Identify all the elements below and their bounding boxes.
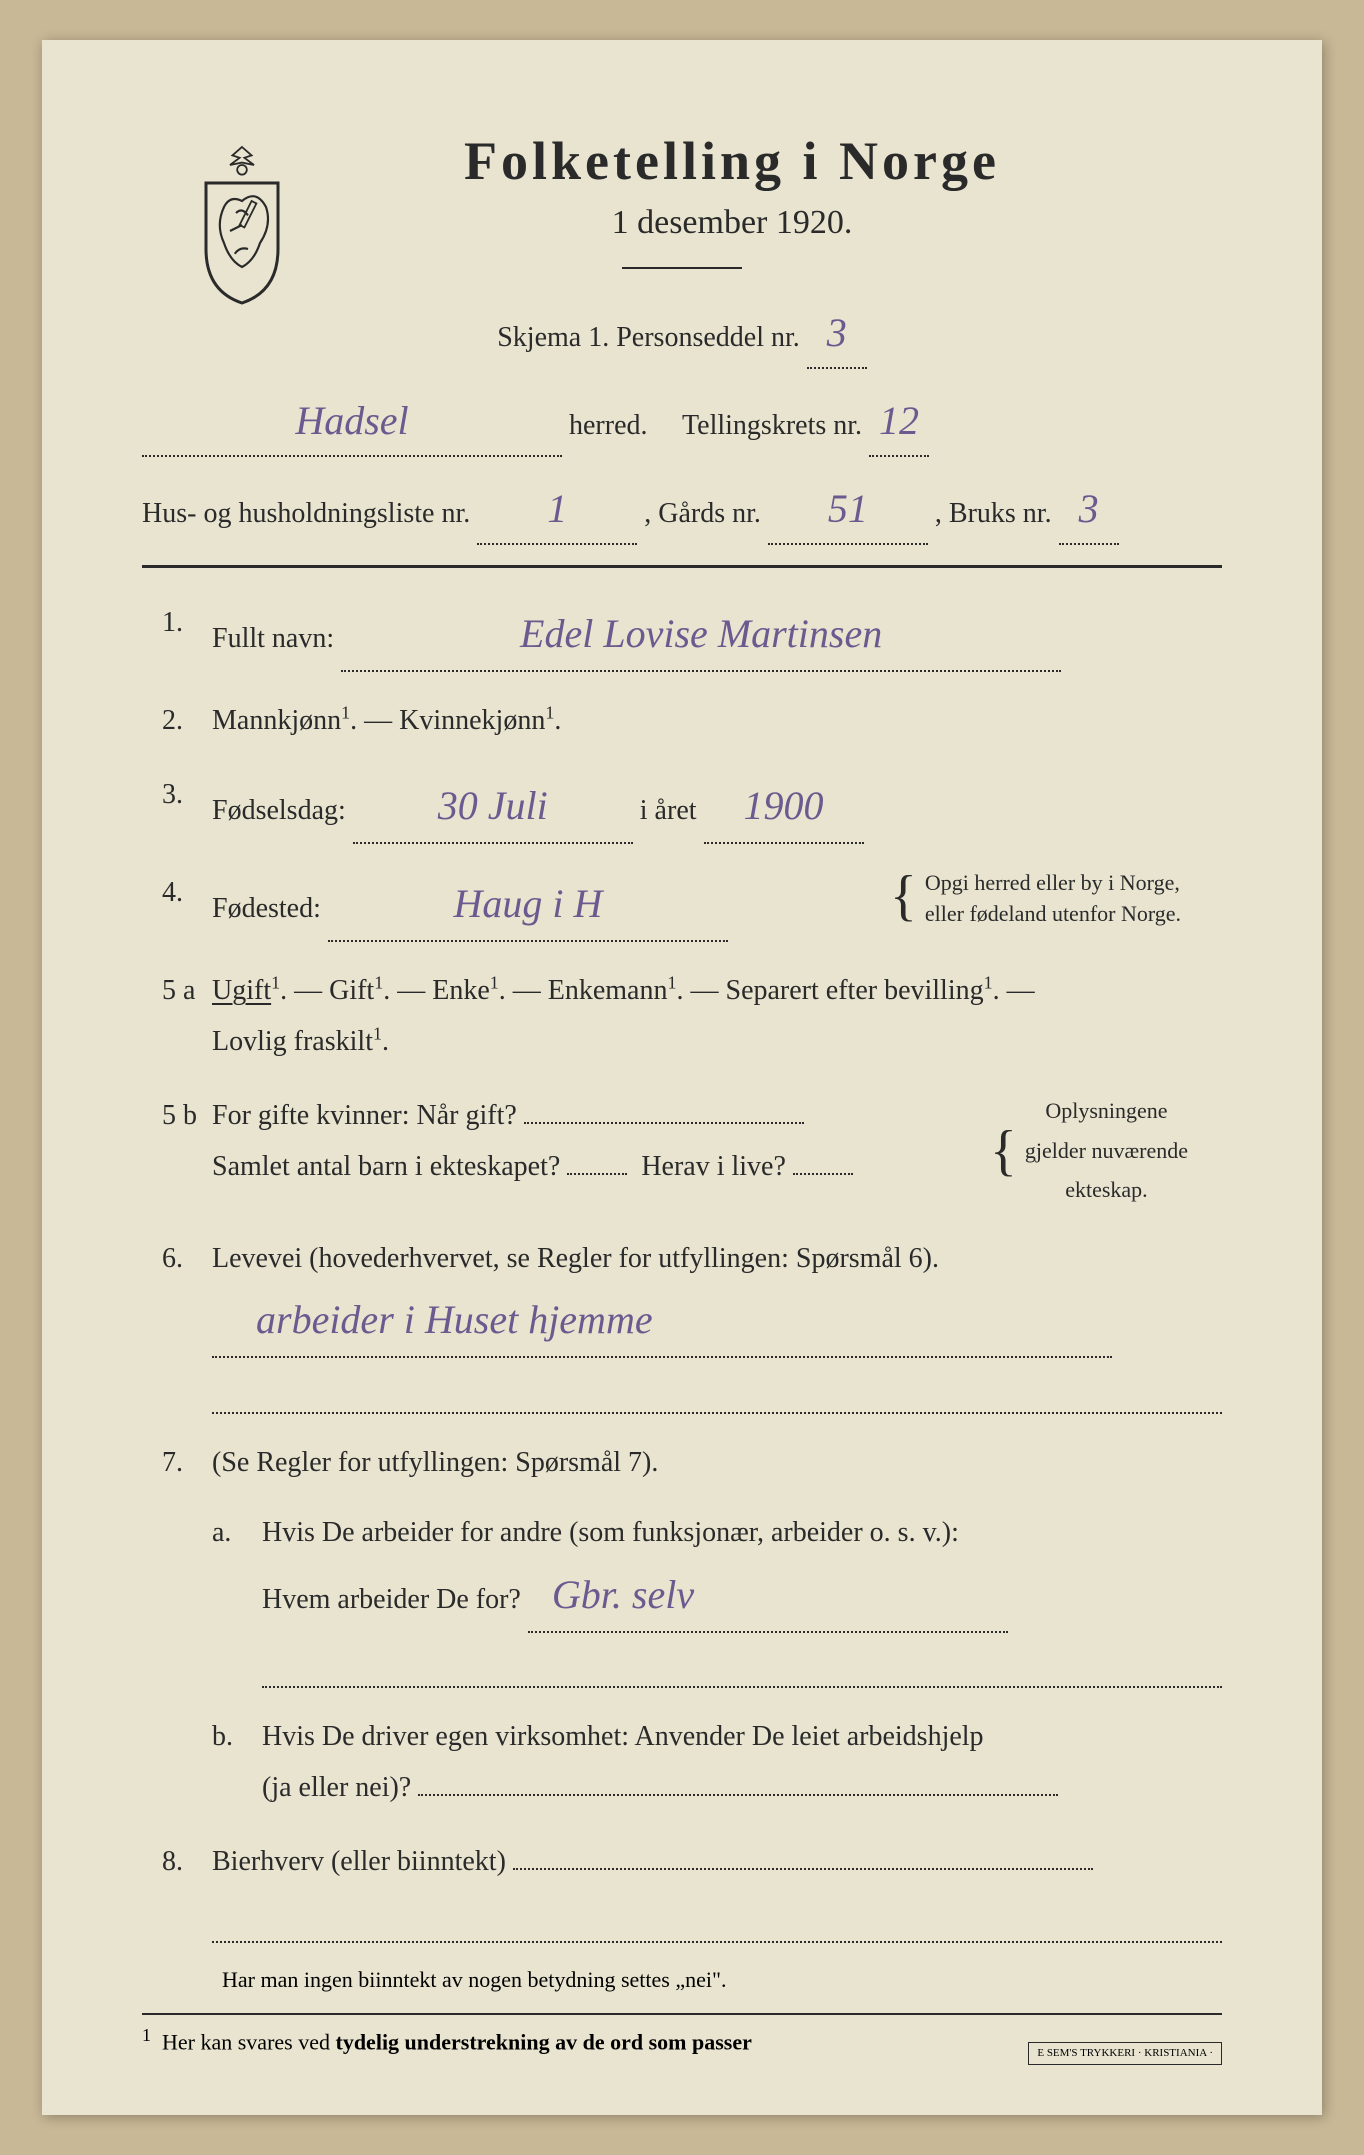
q1-label: Fullt navn: xyxy=(212,623,334,654)
q6-num: 6. xyxy=(142,1234,212,1414)
herred-label: herred. xyxy=(569,410,648,441)
q3-row: 3. Fødselsdag: 30 Juli i året 1900 xyxy=(142,770,1222,844)
q7b-num: b. xyxy=(212,1712,262,1813)
q5b-side3: ekteskap. xyxy=(1025,1170,1188,1210)
q3-label: Fødselsdag: xyxy=(212,795,346,826)
q7a-num: a. xyxy=(212,1508,262,1688)
q4-num: 4. xyxy=(142,868,212,942)
q5a-row: 5 a Ugift1. — Gift1. — Enke1. — Enkemann… xyxy=(142,966,1222,1067)
q4-value: Haug i H xyxy=(449,868,606,940)
tellingskrets-nr: 12 xyxy=(875,387,923,455)
q3-num: 3. xyxy=(142,770,212,844)
section-divider xyxy=(142,565,1222,568)
printer-stamp: E SEM'S TRYKKERI · KRISTIANIA · xyxy=(1028,2042,1222,2065)
skjema-line: Skjema 1. Personseddel nr. 3 xyxy=(142,299,1222,369)
q5a-ugift: Ugift xyxy=(212,975,271,1006)
q5a-enke: Enke xyxy=(432,975,490,1006)
q5b-row: 5 b For gifte kvinner: Når gift? Samlet … xyxy=(142,1091,1222,1210)
q8-label: Bierhverv (eller biinntekt) xyxy=(212,1846,506,1877)
q4-row: 4. Fødested: Haug i H { Opgi herred elle… xyxy=(142,868,1222,942)
q7b-line2: (ja eller nei)? xyxy=(262,1772,411,1803)
husliste-line: Hus- og husholdningsliste nr. 1 , Gårds … xyxy=(142,475,1222,545)
q4-label: Fødested: xyxy=(212,893,321,924)
husliste-nr: 1 xyxy=(543,475,571,543)
q6-label: Levevei (hovederhvervet, se Regler for u… xyxy=(212,1243,939,1274)
q5b-side1: Oplysningene xyxy=(1025,1091,1188,1131)
q5b-line1: For gifte kvinner: Når gift? xyxy=(212,1100,517,1131)
q7a-line2: Hvem arbeider De for? xyxy=(262,1584,521,1615)
q5a-num: 5 a xyxy=(142,966,212,1067)
q3-year-label: i året xyxy=(640,795,697,826)
herred-line: Hadsel herred. Tellingskrets nr. 12 xyxy=(142,387,1222,457)
q4-side-2: eller fødeland utenfor Norge. xyxy=(925,899,1181,930)
q8-num: 8. xyxy=(142,1837,212,1943)
q8-row: 8. Bierhverv (eller biinntekt) xyxy=(142,1837,1222,1943)
q1-row: 1. Fullt navn: Edel Lovise Martinsen xyxy=(142,598,1222,672)
q7-num: 7. xyxy=(142,1438,212,1813)
q5b-side2: gjelder nuværende xyxy=(1025,1131,1188,1171)
q3-year: 1900 xyxy=(740,770,828,842)
coat-of-arms-icon xyxy=(182,140,302,310)
bruks-label: , Bruks nr. xyxy=(935,498,1052,529)
q7-label: (Se Regler for utfyllingen: Spørsmål 7). xyxy=(212,1447,658,1478)
skjema-label: Skjema 1. Personseddel nr. xyxy=(497,322,800,353)
document-title: Folketelling i Norge xyxy=(242,130,1222,192)
gards-label: , Gårds nr. xyxy=(644,498,761,529)
q3-day: 30 Juli xyxy=(434,770,552,842)
tellingskrets-label: Tellingskrets nr. xyxy=(682,410,862,441)
q2-num: 2. xyxy=(142,696,212,746)
personseddel-nr: 3 xyxy=(823,299,851,367)
q7-row: 7. (Se Regler for utfyllingen: Spørsmål … xyxy=(142,1438,1222,1813)
q5a-fraskilt: Lovlig fraskilt xyxy=(212,1026,373,1057)
q4-side-1: Opgi herred eller by i Norge, xyxy=(925,868,1181,899)
title-divider xyxy=(622,267,742,269)
q7a-value: Gbr. selv xyxy=(548,1559,698,1631)
footer-note: Har man ingen biinntekt av nogen betydni… xyxy=(142,1967,1222,1993)
q2-mann: Mannkjønn xyxy=(212,705,341,736)
footnote-text: Her kan svares ved tydelig understreknin… xyxy=(162,2029,752,2054)
q7a-line1: Hvis De arbeider for andre (som funksjon… xyxy=(262,1517,959,1548)
bruks-nr: 3 xyxy=(1075,475,1103,543)
document-subtitle: 1 desember 1920. xyxy=(242,204,1222,242)
brace-icon: { xyxy=(882,868,925,930)
header: Folketelling i Norge 1 desember 1920. xyxy=(142,130,1222,269)
herred-value: Hadsel xyxy=(291,387,412,455)
brace-icon: { xyxy=(982,1123,1025,1179)
q5a-gift: Gift xyxy=(329,975,374,1006)
q7b-line1: Hvis De driver egen virksomhet: Anvender… xyxy=(262,1721,984,1752)
q6-value: arbeider i Huset hjemme xyxy=(252,1284,657,1356)
q5a-separert: Separert efter bevilling xyxy=(726,975,984,1006)
q6-row: 6. Levevei (hovederhvervet, se Regler fo… xyxy=(142,1234,1222,1414)
gards-nr: 51 xyxy=(824,475,872,543)
q5b-line2a: Samlet antal barn i ekteskapet? xyxy=(212,1151,560,1182)
q2-row: 2. Mannkjønn1. — Kvinnekjønn1. xyxy=(142,696,1222,746)
q2-kvinne: Kvinnekjønn xyxy=(399,705,545,736)
q1-num: 1. xyxy=(142,598,212,672)
q5b-num: 5 b xyxy=(142,1091,212,1210)
q5a-enkemann: Enkemann xyxy=(548,975,668,1006)
q5b-line2b: Herav i live? xyxy=(641,1151,786,1182)
husliste-label: Hus- og husholdningsliste nr. xyxy=(142,498,470,529)
q1-value: Edel Lovise Martinsen xyxy=(516,598,886,670)
census-document: Folketelling i Norge 1 desember 1920. Sk… xyxy=(42,40,1322,2115)
